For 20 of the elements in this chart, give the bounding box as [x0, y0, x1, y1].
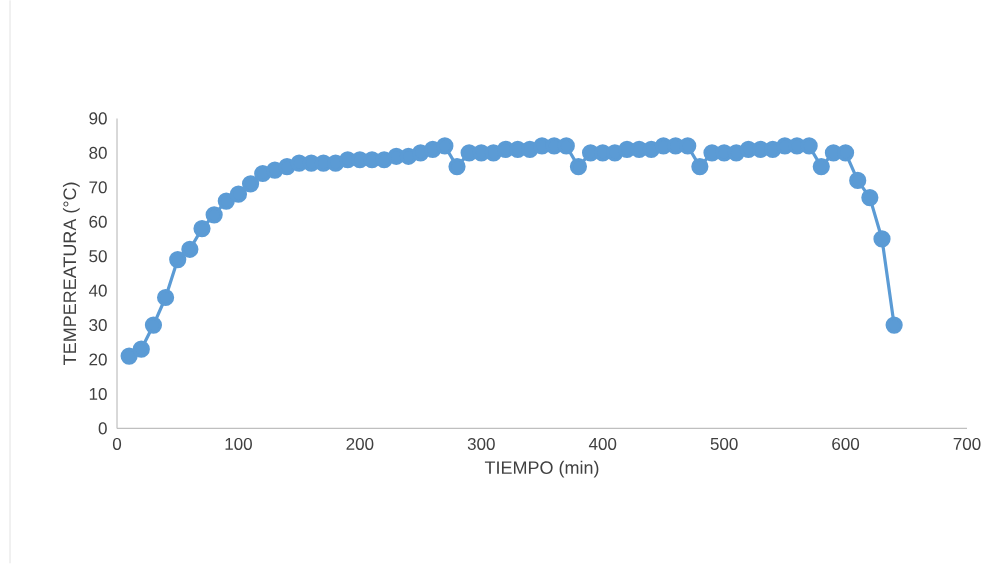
y-tick-label: 40: [88, 284, 107, 297]
x-tick-label: 100: [225, 438, 252, 451]
x-tick-label: 500: [710, 438, 738, 451]
x-tick-label: 600: [832, 438, 860, 451]
x-tick-label: 300: [467, 438, 495, 451]
y-tick-label: 0: [98, 422, 107, 435]
y-tick-label: 20: [89, 353, 107, 366]
x-tick-label: 0: [112, 438, 122, 451]
y-tick-label: 80: [89, 146, 107, 159]
y-tick-label: 70: [89, 181, 107, 194]
y-axis-title: TEMPEREATURA (°C): [62, 182, 80, 366]
x-axis-title: TIEMPO (min): [484, 460, 599, 478]
y-tick-label: 30: [89, 319, 107, 332]
x-tick-label: 200: [346, 438, 374, 451]
y-tick-label: 90: [89, 112, 107, 125]
y-tick-label: 10: [89, 388, 107, 401]
x-tick-label: 700: [953, 438, 981, 451]
y-tick-label: 50: [89, 250, 107, 263]
x-tick-label: 400: [588, 438, 617, 451]
y-tick-label: 60: [89, 215, 107, 228]
